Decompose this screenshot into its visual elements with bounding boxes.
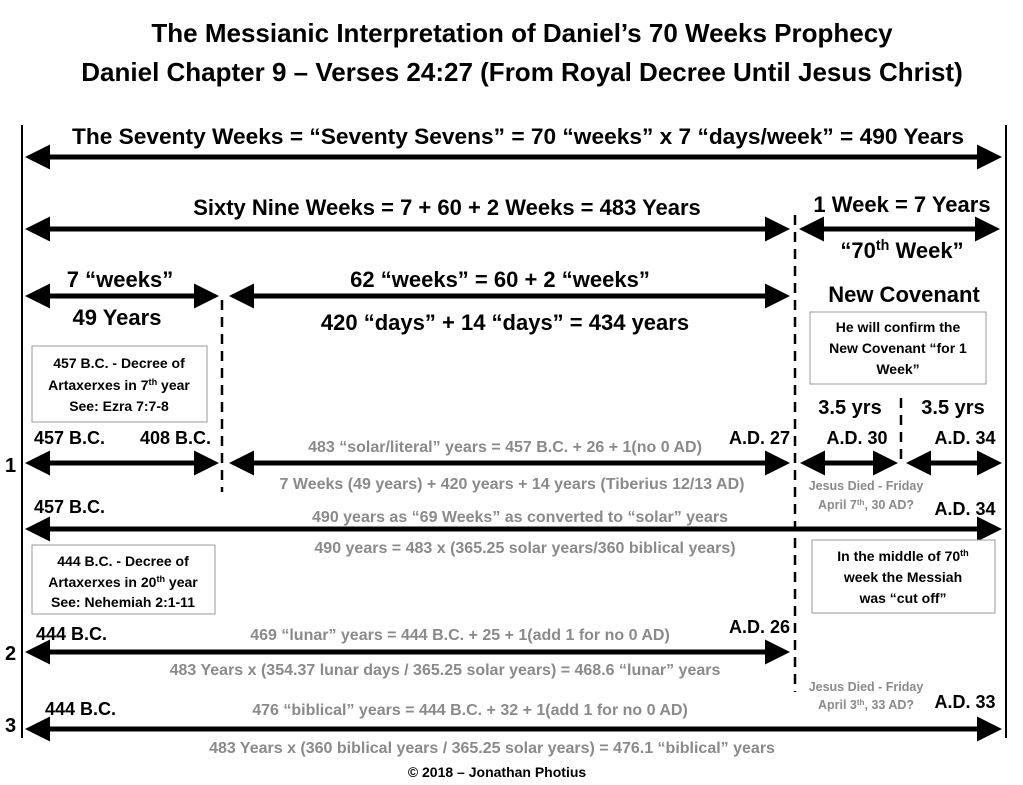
footer: © 2018 – Jonathan Photius bbox=[408, 764, 587, 780]
calc: 476 “biblical” years = 444 B.C. + 32 + 1… bbox=[252, 702, 688, 719]
date: A.D. 34 bbox=[934, 499, 995, 519]
heading: The Seventy Weeks = “Seventy Sevens” = 7… bbox=[72, 124, 964, 149]
note-box bbox=[31, 345, 208, 423]
calc: 469 “lunar” years = 444 B.C. + 25 + 1(ad… bbox=[250, 627, 670, 644]
text-part: April 3 bbox=[818, 698, 857, 712]
label: 3.5 yrs bbox=[818, 397, 881, 419]
date: A.D. 26 bbox=[729, 617, 790, 637]
calc: 490 years as “69 Weeks” as converted to … bbox=[312, 509, 728, 526]
heading: “70th Week” bbox=[840, 238, 963, 263]
superscript: th bbox=[857, 498, 865, 507]
heading: Sixty Nine Weeks = 7 + 60 + 2 Weeks = 48… bbox=[193, 195, 701, 220]
date: A.D. 34 bbox=[934, 428, 995, 448]
heading: 420 “days” + 14 “days” = 434 years bbox=[321, 310, 689, 335]
calc: 483 Years x (360 biblical years / 365.25… bbox=[209, 740, 775, 757]
superscript: th bbox=[857, 698, 865, 707]
note: See: Nehemiah 2:1-11 bbox=[51, 594, 195, 610]
text-part: Artaxerxes in 7 bbox=[48, 377, 149, 393]
date: A.D. 30 bbox=[826, 428, 887, 448]
text-part: year bbox=[165, 574, 198, 590]
text-part: year bbox=[157, 377, 190, 393]
note: 444 B.C. - Decree of bbox=[57, 553, 189, 569]
date: 444 B.C. bbox=[45, 699, 116, 719]
heading: 1 Week = 7 Years bbox=[813, 192, 990, 217]
note: April 7th, 30 AD? bbox=[818, 498, 914, 513]
calc: 7 Weeks (49 years) + 420 years + 14 year… bbox=[280, 476, 745, 493]
date: A.D. 27 bbox=[729, 428, 790, 448]
note: Jesus Died - Friday bbox=[809, 479, 924, 493]
heading: New Covenant bbox=[828, 282, 980, 307]
note: was “cut off” bbox=[858, 590, 946, 606]
note: See: Ezra 7:7-8 bbox=[69, 398, 169, 414]
label: 3.5 yrs bbox=[921, 397, 984, 419]
note: Week” bbox=[876, 361, 919, 377]
text-part: , 30 AD? bbox=[865, 498, 915, 512]
calc: 490 years = 483 x (365.25 solar years/36… bbox=[314, 540, 735, 557]
note: Jesus Died - Friday bbox=[809, 680, 924, 694]
row-number: 2 bbox=[5, 643, 16, 665]
note: Artaxerxes in 7th year bbox=[48, 377, 190, 393]
text-part: In the middle of 70 bbox=[837, 548, 960, 564]
heading: 62 “weeks” = 60 + 2 “weeks” bbox=[350, 267, 650, 292]
note-box bbox=[811, 539, 996, 614]
superscript: th bbox=[149, 377, 158, 387]
text-part: April 7 bbox=[818, 498, 857, 512]
note: week the Messiah bbox=[843, 569, 962, 585]
text-part: “70 bbox=[840, 238, 875, 263]
heading: 7 “weeks” bbox=[67, 267, 173, 292]
note: He will confirm the bbox=[836, 319, 961, 335]
note: April 3th, 33 AD? bbox=[818, 698, 914, 713]
title: Daniel Chapter 9 – Verses 24:27 (From Ro… bbox=[81, 57, 962, 87]
note: New Covenant “for 1 bbox=[829, 340, 967, 356]
text-part: , 33 AD? bbox=[865, 698, 915, 712]
date: 457 B.C. bbox=[34, 428, 105, 448]
title: The Messianic Interpretation of Daniel’s… bbox=[151, 18, 893, 48]
calc: 483 Years x (354.37 lunar days / 365.25 … bbox=[170, 662, 721, 679]
note: Artaxerxes in 20th year bbox=[48, 574, 198, 590]
superscript: th bbox=[960, 548, 969, 558]
heading: 49 Years bbox=[73, 305, 162, 330]
text-part: Week” bbox=[889, 238, 963, 263]
note: In the middle of 70th bbox=[837, 548, 969, 564]
date: A.D. 33 bbox=[934, 692, 995, 712]
superscript: th bbox=[156, 574, 165, 584]
date: 457 B.C. bbox=[34, 497, 105, 517]
row-number: 3 bbox=[5, 715, 16, 737]
calc: 483 “solar/literal” years = 457 B.C. + 2… bbox=[308, 439, 702, 456]
text-part: Artaxerxes in 20 bbox=[48, 574, 156, 590]
note-box bbox=[31, 544, 216, 615]
note-box bbox=[809, 311, 987, 385]
row-number: 1 bbox=[5, 455, 16, 477]
date: 408 B.C. bbox=[140, 428, 211, 448]
superscript: th bbox=[876, 238, 890, 254]
note: 457 B.C. - Decree of bbox=[53, 355, 185, 371]
date: 444 B.C. bbox=[36, 624, 107, 644]
